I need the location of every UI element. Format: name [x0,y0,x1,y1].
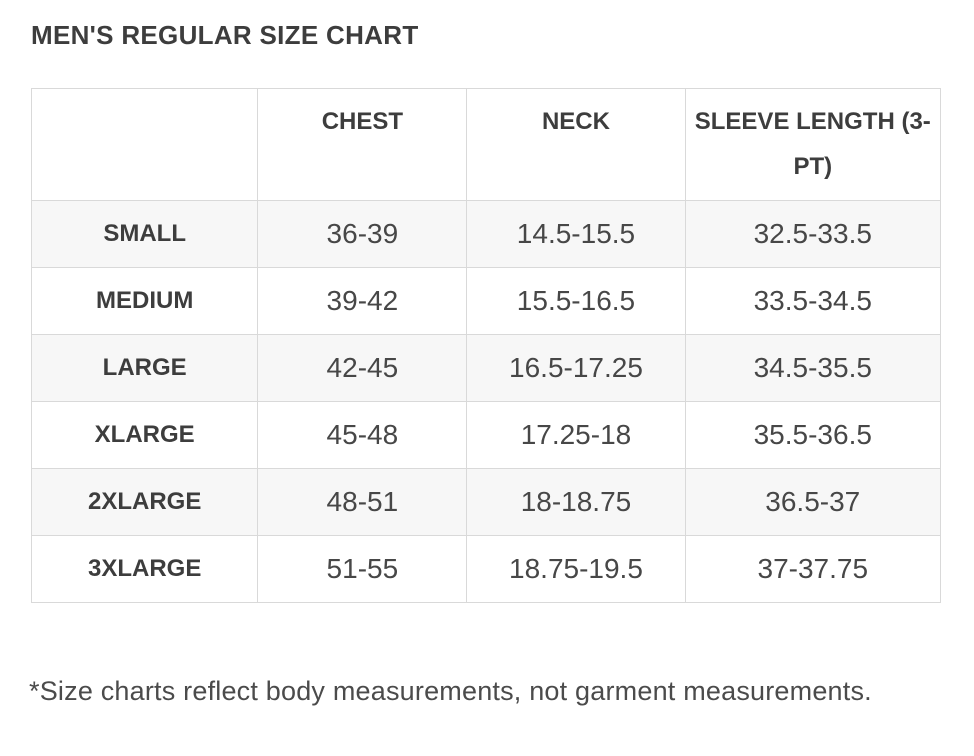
header-row: CHEST NECK SLEEVE LENGTH (3-PT) [30,88,942,201]
sleeve-cell: 35.5-36.5 [684,401,942,469]
header-cell-sleeve-length: SLEEVE LENGTH (3-PT) [684,88,942,201]
chest-cell: 51-55 [257,535,468,603]
header-cell-neck: NECK [466,88,686,201]
table-row-medium: MEDIUM 39-42 15.5-16.5 33.5-34.5 [30,267,942,335]
size-chart-footnote: *Size charts reflect body measurements, … [29,676,872,706]
sleeve-cell: 36.5-37 [684,468,942,536]
size-label-cell: XLARGE [30,401,259,469]
sleeve-cell: 37-37.75 [684,535,942,603]
size-label-cell: 3XLARGE [30,535,259,603]
size-label-cell: MEDIUM [30,267,259,335]
page-title: MEN'S REGULAR SIZE CHART [31,20,419,50]
table-row-xlarge: XLARGE 45-48 17.25-18 35.5-36.5 [30,401,942,469]
chest-cell: 42-45 [257,334,468,402]
table-row-small: SMALL 36-39 14.5-15.5 32.5-33.5 [30,200,942,268]
chest-cell: 45-48 [257,401,468,469]
neck-cell: 18-18.75 [466,468,686,536]
size-chart-table: CHEST NECK SLEEVE LENGTH (3-PT) SMALL 36… [30,88,942,603]
neck-cell: 14.5-15.5 [466,200,686,268]
table-header: CHEST NECK SLEEVE LENGTH (3-PT) [30,88,942,201]
table-row-large: LARGE 42-45 16.5-17.25 34.5-35.5 [30,334,942,402]
chest-cell: 36-39 [257,200,468,268]
header-cell-chest: CHEST [257,88,468,201]
neck-cell: 15.5-16.5 [466,267,686,335]
sleeve-cell: 32.5-33.5 [684,200,942,268]
table-row-2xlarge: 2XLARGE 48-51 18-18.75 36.5-37 [30,468,942,536]
neck-cell: 18.75-19.5 [466,535,686,603]
table-body: SMALL 36-39 14.5-15.5 32.5-33.5 MEDIUM 3… [30,200,942,603]
neck-cell: 17.25-18 [466,401,686,469]
size-label-cell: SMALL [30,200,259,268]
neck-cell: 16.5-17.25 [466,334,686,402]
header-cell-empty [30,88,259,201]
size-label-cell: 2XLARGE [30,468,259,536]
table-row-3xlarge: 3XLARGE 51-55 18.75-19.5 37-37.75 [30,535,942,603]
sleeve-cell: 34.5-35.5 [684,334,942,402]
chest-cell: 39-42 [257,267,468,335]
sleeve-cell: 33.5-34.5 [684,267,942,335]
size-label-cell: LARGE [30,334,259,402]
chest-cell: 48-51 [257,468,468,536]
